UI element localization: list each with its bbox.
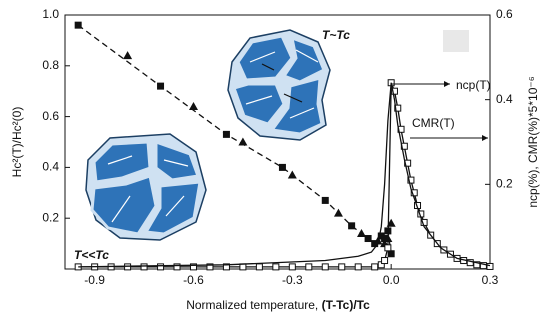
x-axis-title-bold: (T-Tc)/Tc [322, 298, 371, 312]
y2-tick-label: 0.6 [496, 7, 513, 21]
point [384, 244, 392, 252]
point [357, 228, 367, 237]
series-label: ncp(T) [456, 78, 491, 92]
point [123, 51, 133, 60]
point [173, 263, 181, 271]
point [157, 82, 165, 90]
point [321, 263, 329, 271]
point [407, 176, 415, 184]
point [338, 263, 346, 271]
x-tick-label: 0.3 [482, 273, 499, 287]
y-tick-label: 0.4 [42, 160, 59, 174]
point [74, 21, 82, 29]
point [348, 222, 356, 230]
point [410, 189, 418, 197]
y2-tick-label: 0.4 [496, 92, 513, 106]
x-axis-title: Normalized temperature, (T-Tc)/Tc [186, 298, 370, 312]
y-tick-label: 1.0 [42, 7, 59, 21]
point [333, 208, 343, 217]
point [287, 170, 297, 179]
point [305, 263, 313, 271]
point [140, 263, 148, 271]
point [206, 263, 214, 271]
y-tick-label: 0.6 [42, 109, 59, 123]
inset-box [443, 30, 469, 52]
y2-tick-label: 0.2 [496, 177, 513, 191]
point [371, 263, 379, 271]
callout-head [482, 135, 488, 141]
callout-head [444, 81, 450, 87]
point [473, 261, 481, 269]
x-tick-label: -0.6 [183, 273, 204, 287]
point [255, 263, 263, 271]
point [466, 259, 474, 267]
point [479, 262, 487, 270]
point [486, 262, 494, 270]
point [354, 263, 362, 271]
point [222, 263, 230, 271]
point [381, 235, 389, 243]
point [238, 137, 248, 146]
point [272, 263, 280, 271]
point [387, 250, 395, 258]
point [364, 235, 372, 243]
annotation: T~Tc [322, 28, 350, 42]
annotation: T<<Tc [74, 248, 109, 262]
point [222, 130, 230, 138]
x-tick-label: -0.9 [84, 273, 105, 287]
point [124, 263, 132, 271]
point [157, 263, 165, 271]
y-tick-label: 0.2 [42, 210, 59, 224]
y-axis-title: Hc²(T)/Hc²(0) [10, 107, 24, 178]
point [278, 163, 286, 171]
point [188, 101, 198, 110]
grains-near-tc [227, 29, 331, 141]
y-tick-label: 0.8 [42, 58, 59, 72]
y2-axis-title: ncp(%), CMR(%)*5*10⁻⁶ [526, 76, 540, 207]
point [288, 263, 296, 271]
point [189, 263, 197, 271]
point [394, 104, 402, 112]
grains-below-tc [85, 133, 207, 241]
x-tick-label: 0.0 [383, 273, 400, 287]
point [390, 87, 398, 95]
point [381, 257, 389, 265]
x-tick-label: -0.3 [282, 273, 303, 287]
series-label: CMR(T) [412, 116, 455, 130]
series-line [78, 82, 491, 268]
point [321, 196, 329, 204]
x-axis-title-text: Normalized temperature, [186, 298, 321, 312]
